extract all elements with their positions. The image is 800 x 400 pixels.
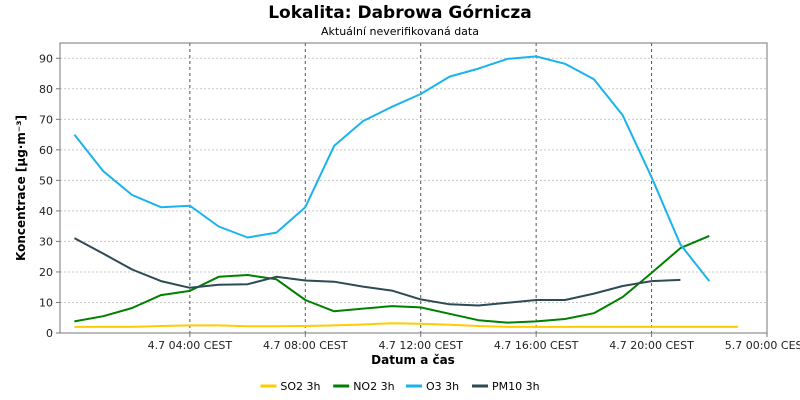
x-tick-label: 4.7 08:00 CEST [263, 339, 348, 352]
series-lines [73, 55, 739, 328]
series-line-so2 [74, 322, 739, 328]
x-axis-ticks: 4.7 04:00 CEST 4.7 08:00 CEST 4.7 12:00 CE… [148, 333, 800, 352]
legend-label-o3: O3 3h [426, 380, 459, 393]
x-tick-label: 4.7 12:00 CEST [378, 339, 463, 352]
x-axis-label: Datum a čas [371, 353, 455, 367]
y-tick-label: 40 [39, 205, 53, 218]
x-tick-label: 5.7 00:00 CEST [725, 339, 800, 352]
y-tick-label: 60 [39, 144, 53, 157]
y-tick-label: 10 [39, 296, 53, 309]
legend-label-pm10: PM10 3h [492, 380, 540, 393]
chart-title: Lokalita: Dabrowa Górnicza [268, 3, 532, 23]
x-tick-label: 4.7 04:00 CEST [148, 339, 233, 352]
series-line-pm10 [73, 237, 681, 307]
chart-subtitle: Aktuální neverifikovaná data [321, 25, 479, 38]
y-tick-label: 30 [39, 235, 53, 248]
legend-label-so2: SO2 3h [280, 380, 320, 393]
series-line-o3 [73, 55, 711, 282]
x-tick-label: 4.7 20:00 CEST [609, 339, 694, 352]
y-axis-label: Koncentrace [µg·m⁻³] [14, 115, 28, 261]
y-axis-ticks: 0 10 20 30 40 50 60 70 80 90 [39, 52, 60, 340]
y-tick-label: 90 [39, 52, 53, 65]
x-tick-label: 4.7 16:00 CEST [494, 339, 579, 352]
gridlines [60, 43, 768, 333]
legend: SO2 3h NO2 3h O3 3h PM10 3h [260, 380, 540, 393]
y-tick-label: 70 [39, 113, 53, 126]
legend-label-no2: NO2 3h [353, 380, 394, 393]
series-line-no2 [74, 234, 710, 324]
y-tick-label: 50 [39, 174, 53, 187]
y-tick-label: 20 [39, 266, 53, 279]
plot-area [59, 42, 768, 334]
y-tick-label: 0 [46, 327, 53, 340]
y-tick-label: 80 [39, 83, 53, 96]
